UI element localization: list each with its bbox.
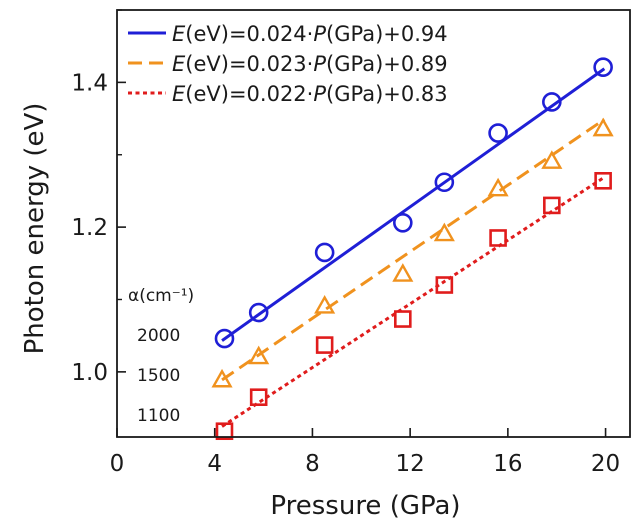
y-axis-label: Photon energy (eV) [20,103,50,355]
data-point-s3-5 [435,276,454,294]
legend-label-2: E(eV)=0.023·P(GPa)+0.89 [172,52,448,76]
data-point-s1-7 [542,92,562,112]
x-tick-label-20: 20 [591,451,620,477]
alpha-value-1500: 1500 [137,366,180,386]
data-point-s1-4 [393,212,413,233]
data-point-s1-5 [434,172,455,193]
data-point-s1-8 [593,57,613,77]
plot-background [117,10,630,437]
data-point-s1-1 [214,328,235,349]
x-tick-label-0: 0 [110,451,125,477]
data-point-s2-5 [433,222,455,242]
data-point-s2-2 [248,345,270,365]
data-point-s2-4 [392,263,414,282]
fit-lines [221,67,606,428]
alpha-value-1100: 1100 [137,406,180,426]
alpha-value-2000: 2000 [137,326,180,346]
y-tick-label-1: 1.0 [71,360,108,386]
data-point-s2-8 [592,117,614,137]
plot-frame [116,9,631,438]
data-point-s2-7 [541,150,563,169]
alpha-unit-label: α(cm⁻¹) [128,286,194,306]
x-tick-label-12: 12 [396,451,425,477]
fit-line-3 [221,175,606,428]
data-point-s2-3 [314,294,336,314]
data-point-s3-2 [249,388,268,406]
legend-label-3: E(eV)=0.022·P(GPa)+0.83 [172,82,448,106]
data-point-s1-2 [248,302,269,323]
y-tick-label-1.2: 1.2 [71,215,108,241]
data-point-s2-1 [211,368,233,388]
x-tick-label-4: 4 [207,451,222,477]
alpha-annotations: α(cm⁻¹) 2000 1500 1100 [128,286,194,426]
x-tick-label-16: 16 [493,451,522,477]
legend: E(eV)=0.024·P(GPa)+0.94 E(eV)=0.023·P(GPa… [128,22,448,106]
data-point-s3-7 [543,196,561,215]
fit-line-2 [221,118,606,382]
y-tick-label-1.4: 1.4 [71,70,108,96]
data-markers [211,57,614,441]
axes: 0 4 8 12 16 20 1.0 1.2 1.4 Pressure (GPa) Photon e… [20,9,631,521]
plot-area [117,10,630,437]
x-tick-label-8: 8 [305,451,320,477]
x-axis-label: Pressure (GPa) [270,491,460,521]
data-point-s2-6 [487,177,509,197]
data-point-s3-4 [394,310,412,328]
data-point-s1-3 [314,242,335,263]
fit-line-1 [221,67,606,342]
data-point-s3-8 [594,172,612,190]
data-point-s3-3 [315,336,334,354]
legend-label-1: E(eV)=0.024·P(GPa)+0.94 [172,22,448,46]
data-point-s1-6 [488,123,508,143]
data-point-s3-6 [489,229,507,247]
data-point-s3-1 [215,422,234,441]
